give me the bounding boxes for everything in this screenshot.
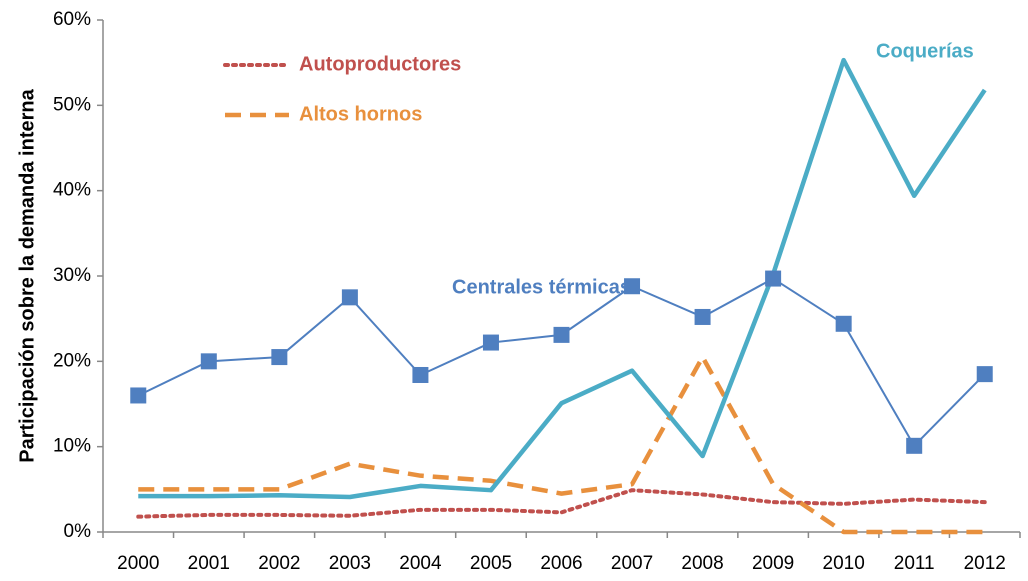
x-tick-label: 2005	[470, 553, 512, 574]
series-marker	[553, 326, 570, 343]
legend-label: Autoproductores	[299, 53, 461, 75]
x-tick-label: 2000	[117, 553, 159, 574]
series-line	[138, 354, 985, 535]
x-tick-label: 2010	[823, 553, 865, 574]
series-marker	[906, 437, 923, 454]
series-marker	[694, 308, 711, 325]
series-marker	[130, 387, 147, 404]
x-tick-label: 2006	[540, 553, 582, 574]
x-tick-label: 2009	[752, 553, 794, 574]
series-line	[137, 277, 986, 447]
series-marker	[412, 366, 429, 383]
series-label: Centrales térmicas	[452, 276, 631, 298]
y-tick-label: 20%	[53, 350, 91, 371]
series-marker	[482, 334, 499, 351]
series-line	[136, 488, 987, 519]
series-marker	[200, 353, 217, 370]
y-tick-label: 10%	[53, 436, 91, 457]
x-tick-label: 2002	[258, 553, 300, 574]
series-marker	[765, 270, 782, 287]
series-label: Coquerías	[876, 40, 974, 62]
series-marker	[341, 289, 358, 306]
y-tick-label: 0%	[64, 521, 92, 542]
x-tick-label: 2001	[188, 553, 230, 574]
x-tick-label: 2003	[329, 553, 371, 574]
y-tick-label: 60%	[53, 9, 91, 30]
series-marker	[271, 349, 288, 366]
x-tick-label: 2012	[964, 553, 1006, 574]
series-marker	[624, 278, 641, 295]
x-tick-label: 2004	[399, 553, 442, 574]
legend-label: Altos hornos	[299, 103, 422, 125]
x-tick-label: 2007	[611, 553, 653, 574]
series-marker	[976, 366, 993, 383]
y-axis-label: Participación sobre la demanda interna	[16, 88, 38, 462]
y-tick-label: 40%	[53, 180, 91, 201]
x-tick-label: 2008	[681, 553, 723, 574]
y-tick-label: 50%	[53, 94, 91, 115]
y-tick-label: 30%	[53, 265, 91, 286]
series-marker	[835, 315, 852, 332]
x-tick-label: 2011	[894, 553, 935, 574]
series-line	[138, 57, 987, 500]
